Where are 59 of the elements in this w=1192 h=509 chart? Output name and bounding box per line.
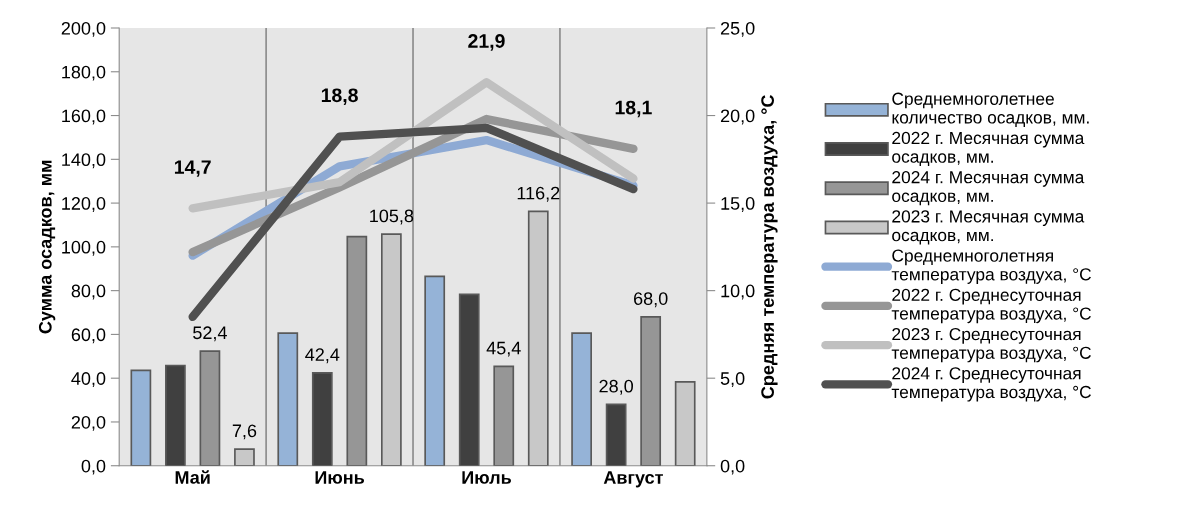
data-label: 28,0 [599,379,633,395]
y2-tick-label: 10,0 [721,284,755,300]
data-label: 105,8 [370,209,414,225]
x-tick-label: Июнь [315,471,365,484]
legend-label: 2024 г. Месячная сумма осадков, мм. [892,171,1085,206]
bar [571,332,592,466]
data-label: 7,6 [232,424,257,440]
y-tick-label: 80,0 [71,284,106,300]
bar [424,275,446,466]
data-label: 14,7 [174,160,211,177]
y-tick-label: 160,0 [62,109,106,125]
data-label: 116,2 [517,186,560,202]
y-axis-title: Сумма осадков, мм [38,160,56,334]
y-tick-label: 60,0 [71,328,106,344]
bar [458,293,480,466]
y2-tick-label: 20,0 [720,109,755,125]
legend-label: Среднемноголетнее количество осадков, мм. [892,92,1089,127]
data-label: 18,1 [615,100,652,118]
y-tick-label: 100,0 [62,240,106,256]
data-label: 45,4 [486,341,521,357]
y-tick-label: 140,0 [62,153,106,169]
data-label: 18,8 [321,88,358,105]
legend-label: 2024 г. Среднесуточная температура воздуха, °C [891,367,1091,402]
x-tick-label: Август [603,471,663,488]
y2-tick-label: 0,0 [720,459,745,475]
y-tick-label: 180,0 [62,65,106,81]
bar [640,316,662,466]
data-label: 21,9 [468,34,505,51]
legend-label: 2023 г. Среднесуточная температура воздуха, °C [891,327,1091,363]
legend-label: 2022 г. Среднесуточная температура воздуха, °C [891,288,1091,324]
legend-label: 2023 г. Месячная сумма осадков, мм. [892,210,1085,245]
bar [380,233,402,466]
bar [311,372,333,466]
legend-label: 2022 г. Месячная сумма осадков, мм. [892,131,1085,167]
bar [165,364,186,466]
bar [527,210,549,466]
y-tick-label: 200,0 [61,21,106,37]
data-label: 68,0 [634,292,668,308]
bar [199,350,221,466]
x-tick-label: Июль [462,471,511,484]
y2-tick-label: 5,0 [720,372,745,388]
bar [277,332,299,466]
y-tick-label: 120,0 [62,197,106,212]
bar [346,235,368,466]
y-tick-label: 0,0 [81,459,106,475]
y-tick-label: 20,0 [71,415,106,431]
legend-label: Среднемноголетняя температура воздуха, °C [891,249,1091,284]
y2-axis-title: Средняя температура воздуха, °C [761,95,778,399]
data-label: 42,4 [305,348,340,364]
bar [234,448,255,466]
y2-tick-label: 25,0 [720,21,755,37]
bar [130,369,152,466]
bar [493,365,515,466]
y-tick-label: 40,0 [71,372,106,388]
bar [674,381,696,466]
y2-tick-label: 15,0 [721,197,755,212]
data-label: 52,4 [193,326,227,342]
x-tick-label: Май [175,470,210,484]
bar [605,403,627,466]
